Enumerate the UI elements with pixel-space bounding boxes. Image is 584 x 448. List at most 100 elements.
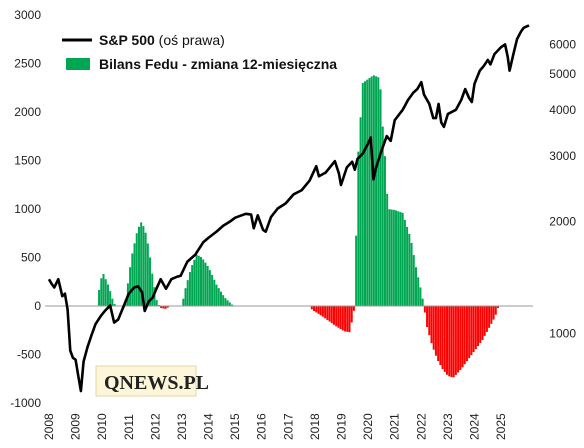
fed-balance-bar xyxy=(450,306,452,377)
right-tick-label: 1000 xyxy=(549,326,576,340)
fed-balance-bar xyxy=(136,233,138,306)
right-tick-label: 3000 xyxy=(549,149,576,163)
fed-balance-bar xyxy=(391,210,393,306)
fed-balance-bar xyxy=(344,306,346,331)
x-tick-label: 2013 xyxy=(175,413,189,440)
sp500-line xyxy=(49,25,529,391)
fed-balance-bar xyxy=(479,306,481,343)
fed-balance-bar xyxy=(375,76,377,306)
fed-balance-bar xyxy=(377,77,379,306)
x-tick-label: 2008 xyxy=(42,413,56,440)
fed-balance-bar xyxy=(426,306,428,327)
left-tick-label: 3000 xyxy=(14,8,41,22)
left-tick-label: 1500 xyxy=(14,154,41,168)
fed-balance-bar xyxy=(446,306,448,375)
fed-balance-bar xyxy=(495,306,497,315)
fed-balance-bar xyxy=(481,306,483,340)
fed-balance-bar xyxy=(459,306,461,370)
fed-balance-bar xyxy=(202,259,204,306)
fed-balance-bar xyxy=(399,212,401,306)
x-tick-label: 2020 xyxy=(361,413,375,440)
fed-balance-bar xyxy=(107,285,109,307)
fed-balance-bar xyxy=(315,306,317,312)
fed-balance-bar xyxy=(189,272,191,306)
fed-balance-bar xyxy=(382,127,384,306)
fed-balance-bar xyxy=(98,290,100,306)
fed-balance-bar xyxy=(349,306,351,332)
fed-balance-bar xyxy=(138,227,140,306)
fed-balance-bar xyxy=(484,306,486,336)
fed-balance-bar xyxy=(220,292,222,306)
fed-balance-bar xyxy=(384,156,386,306)
x-tick-label: 2022 xyxy=(414,413,428,440)
fed-balance-bar xyxy=(433,306,435,350)
fed-balance-bar xyxy=(329,306,331,322)
fed-balance-bar xyxy=(431,306,433,343)
fed-balance-bar xyxy=(355,236,357,306)
fed-balance-bar xyxy=(464,306,466,364)
left-tick-label: -1000 xyxy=(10,396,41,410)
legend-bar-swatch xyxy=(66,58,90,70)
fed-balance-bar xyxy=(193,260,195,306)
fed-balance-bar xyxy=(424,306,426,312)
fed-balance-bar xyxy=(470,306,472,355)
fed-balance-bar xyxy=(380,89,382,306)
fed-balance-bar xyxy=(435,306,437,356)
fed-balance-bar xyxy=(342,306,344,330)
fed-balance-bar xyxy=(453,306,455,377)
fed-balance-bar xyxy=(366,80,368,306)
right-tick-label: 6000 xyxy=(549,37,576,51)
fed-balance-bar xyxy=(411,243,413,306)
fed-balance-bar xyxy=(397,211,399,306)
fed-balance-bar xyxy=(468,306,470,358)
x-tick-label: 2009 xyxy=(69,413,83,440)
fed-balance-bar xyxy=(388,209,390,306)
fed-balance-bar xyxy=(490,306,492,324)
fed-balance-bar xyxy=(335,306,337,326)
fed-balance-bar xyxy=(207,266,209,306)
fed-balance-bar xyxy=(466,306,468,361)
fed-balance-bar xyxy=(129,267,131,306)
fed-balance-bar xyxy=(368,78,370,306)
fed-balance-bar xyxy=(211,275,213,306)
fed-balance-bar xyxy=(360,117,362,306)
x-axis: 2008 2009 2010 2011 2012 2013 2014 2015 2016 2017… xyxy=(42,413,508,440)
fed-balance-bar xyxy=(204,263,206,306)
fed-balance-bar xyxy=(147,243,149,306)
right-tick-label: 2000 xyxy=(549,215,576,229)
fed-balance-bar xyxy=(353,306,355,311)
fed-balance-bar xyxy=(324,306,326,318)
right-axis: 600050004000300020001000 xyxy=(549,37,576,340)
fed-balance-bar xyxy=(331,306,333,323)
fed-balance-bar xyxy=(227,300,229,306)
fed-balance-bar xyxy=(337,306,339,328)
left-tick-label: 500 xyxy=(21,251,41,265)
x-tick-label: 2023 xyxy=(441,413,455,440)
fed-balance-bar xyxy=(393,210,395,306)
fed-balance-bar xyxy=(462,306,464,367)
fed-balance-bar xyxy=(475,306,477,349)
x-tick-label: 2021 xyxy=(388,413,402,440)
fed-balance-bar xyxy=(103,274,105,306)
fed-balance-bar xyxy=(428,306,430,335)
fed-balance-bar xyxy=(357,152,359,306)
x-tick-label: 2015 xyxy=(228,413,242,440)
fed-balance-bar xyxy=(439,306,441,365)
fed-balance-bar xyxy=(448,306,450,376)
fed-balance-bar xyxy=(442,306,444,369)
fed-balance-bar xyxy=(191,265,193,306)
fed-balance-bar xyxy=(200,257,202,306)
fed-balance-bar xyxy=(198,256,200,306)
fed-balance-bar xyxy=(417,277,419,306)
x-tick-label: 2019 xyxy=(335,413,349,440)
fed-balance-bar xyxy=(145,233,147,306)
fed-balance-bar xyxy=(395,210,397,306)
fed-balance-bar xyxy=(333,306,335,325)
fed-balance-bar xyxy=(222,295,224,306)
fed-balance-bar xyxy=(322,306,324,317)
x-tick-label: 2024 xyxy=(467,413,481,440)
fed-balance-bar xyxy=(185,288,187,306)
left-tick-label: 2000 xyxy=(14,105,41,119)
